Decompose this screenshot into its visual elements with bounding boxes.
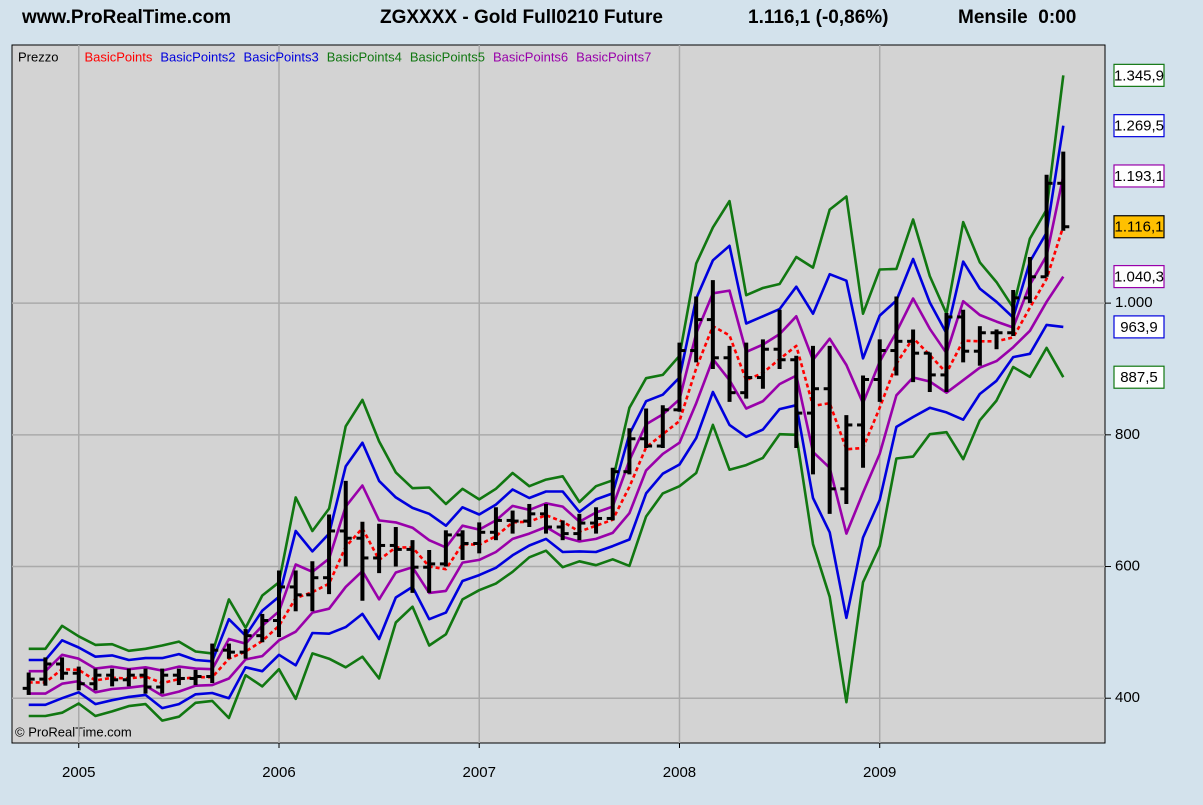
value-box-label: 1.116,1 bbox=[1115, 219, 1164, 236]
watermark: © ProRealTime.com bbox=[15, 724, 132, 739]
band-line bbox=[28, 75, 1065, 655]
plot-area bbox=[11, 44, 1106, 744]
value-box bbox=[1113, 114, 1165, 138]
band-line bbox=[28, 125, 1065, 663]
y-tick-label: 800 bbox=[1115, 426, 1140, 443]
x-tick-label: 2005 bbox=[62, 764, 95, 781]
value-box-label: 887,5 bbox=[1120, 369, 1158, 386]
band-line bbox=[28, 346, 1065, 722]
legend-label: BasicPoints6 bbox=[493, 49, 568, 64]
x-tick-label: 2008 bbox=[663, 764, 696, 781]
legend-label: BasicPoints bbox=[84, 49, 152, 64]
legend-label: Prezzo bbox=[18, 49, 58, 64]
site-name: www.ProRealTime.com bbox=[21, 7, 231, 28]
instrument: ZGXXXX - Gold Full0210 Future bbox=[380, 7, 663, 28]
value-box bbox=[1113, 365, 1165, 389]
band-line bbox=[28, 323, 1064, 710]
value-box-label: 963,9 bbox=[1120, 319, 1158, 336]
value-box-label: 1.193,1 bbox=[1114, 168, 1164, 185]
x-tick-label: 2007 bbox=[463, 764, 496, 781]
x-tick-label: 2009 bbox=[863, 764, 896, 781]
band-line bbox=[28, 175, 1065, 673]
value-box bbox=[1113, 63, 1165, 87]
value-box bbox=[1113, 264, 1165, 289]
y-tick-label: 400 bbox=[1115, 689, 1140, 706]
legend-label: BasicPoints2 bbox=[160, 49, 235, 64]
value-box-label: 1.269,5 bbox=[1114, 118, 1164, 135]
legend-label: BasicPoints7 bbox=[576, 49, 651, 64]
value-box bbox=[1113, 315, 1165, 339]
x-tick-label: 2006 bbox=[262, 764, 295, 781]
legend-label: BasicPoints5 bbox=[410, 49, 485, 64]
legend-label: BasicPoints3 bbox=[244, 49, 319, 64]
value-box bbox=[1113, 215, 1165, 239]
legend-label: BasicPoints4 bbox=[327, 49, 402, 64]
plot-layer bbox=[22, 75, 1070, 722]
value-box bbox=[1113, 164, 1165, 188]
value-box-label: 1.040,3 bbox=[1114, 269, 1164, 286]
period: Mensile 0:00 bbox=[958, 7, 1076, 28]
y-tick-label: 1.000 bbox=[1115, 294, 1153, 311]
value-box-label: 1.345,9 bbox=[1114, 67, 1164, 84]
quote: 1.116,1 (-0,86%) bbox=[748, 7, 888, 28]
y-tick-label: 600 bbox=[1115, 557, 1140, 574]
